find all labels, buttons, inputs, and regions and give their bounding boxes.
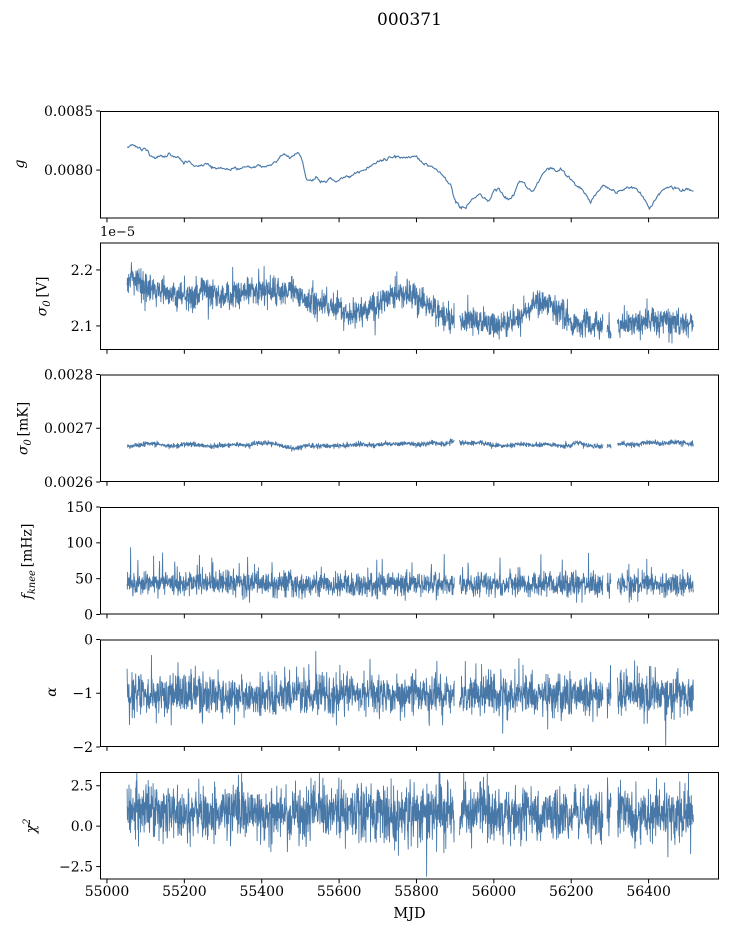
series-line-fknee (126, 547, 694, 603)
y-axis-offset-text: 1e−5 (100, 225, 136, 240)
x-axis-label: MJD (393, 906, 426, 922)
x-tick-label: 56400 (626, 884, 671, 900)
axes-spines-g (100, 111, 719, 219)
y-axis-label-sigma0-V: σ0 [V] (34, 276, 54, 317)
series-line-chi2 (126, 772, 694, 877)
y-tick-label-chi2: 2.5 (71, 779, 93, 795)
series-line-sigma0-mK (126, 438, 694, 452)
y-tick-label-chi2: 0.0 (71, 819, 93, 835)
y-axis-label-alpha: α (44, 687, 60, 697)
axes-spines-alpha (100, 639, 719, 747)
y-tick-label-sigma0-V: 2.2 (71, 263, 93, 279)
y-tick-label-alpha: −1 (72, 686, 93, 702)
axes-spines-sigma0-mK (100, 374, 719, 482)
x-tick-label: 56200 (549, 884, 594, 900)
x-tick-label: 55200 (162, 884, 207, 900)
y-tick-label-chi2: −2.5 (59, 859, 93, 875)
y-tick-label-fknee: 150 (66, 500, 93, 516)
x-tick-label: 55800 (394, 884, 439, 900)
axes-spines-chi2 (100, 772, 719, 880)
axes-spines-sigma0-V (100, 242, 719, 350)
y-tick-label-sigma0-mK: 0.0028 (44, 367, 93, 383)
y-tick-label-sigma0-mK: 0.0027 (44, 421, 93, 437)
y-axis-label-sigma0-mK: σ0 [mK] (15, 402, 35, 456)
y-tick-label-sigma0-V: 2.1 (71, 319, 93, 335)
y-tick-label-fknee: 100 (66, 536, 93, 552)
y-tick-label-alpha: −2 (72, 740, 93, 756)
x-tick-label: 56000 (472, 884, 517, 900)
x-tick-label: 55400 (239, 884, 284, 900)
series-line-g (126, 144, 694, 210)
y-tick-label-sigma0-mK: 0.0026 (44, 475, 93, 491)
figure-title: 000371 (377, 10, 442, 30)
x-tick-label: 55000 (85, 884, 130, 900)
y-axis-label-g: g (12, 159, 28, 169)
y-tick-label-g: 0.0085 (44, 104, 93, 120)
series-line-alpha (126, 650, 694, 746)
x-tick-label: 55600 (317, 884, 362, 900)
y-axis-label-fknee: fknee [mHz] (19, 523, 39, 599)
y-tick-label-fknee: 0 (84, 607, 93, 623)
y-axis-label-chi2: χ2 (22, 818, 40, 833)
y-tick-label-alpha: 0 (84, 632, 93, 648)
y-tick-label-fknee: 50 (75, 572, 93, 588)
series-line-sigma0-V (126, 261, 694, 344)
axes-spines-fknee (100, 507, 719, 615)
y-tick-label-g: 0.0080 (44, 163, 93, 179)
